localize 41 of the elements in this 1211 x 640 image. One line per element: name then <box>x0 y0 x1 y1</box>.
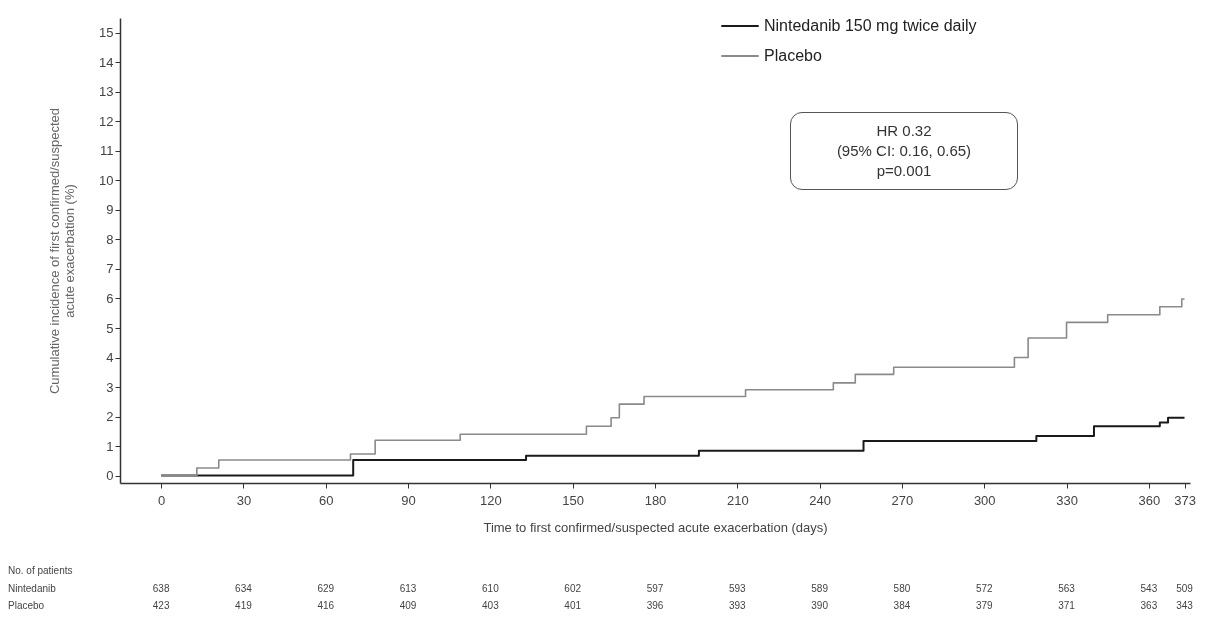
text: Nintedanib 638 634 629 613 610 602 597 593 589 580 572 563 543 509 <box>8 583 1193 594</box>
y-tick-label: 14 <box>99 54 114 70</box>
y-tick-label: 9 <box>106 202 114 218</box>
y-axis-title: Cumulative incidence of first confirmed/suspected acute exacerbation (%) <box>47 107 78 395</box>
x-tick-label: 330 <box>1056 492 1078 508</box>
x-tick-label: 210 <box>726 492 749 508</box>
x-tick-label: 90 <box>401 492 416 508</box>
y-tick-label: 10 <box>99 172 114 188</box>
legend-label: Placebo <box>764 47 822 64</box>
annotation: p=0.001 <box>875 161 933 181</box>
y-tick-label: 4 <box>106 350 114 366</box>
y-tick-label: 2 <box>106 409 114 425</box>
x-tick-label: 150 <box>562 492 585 508</box>
x-tick-label: 0 <box>158 492 166 508</box>
y-tick-label: 6 <box>106 290 114 306</box>
x-tick-label: 120 <box>480 492 502 508</box>
legend-label: Nintedanib 150 mg twice daily <box>764 17 977 34</box>
x-tick-label: 270 <box>891 492 914 508</box>
x-tick-label: 180 <box>644 492 667 508</box>
text-box: HR 0.32 (95% CI: 0.16, 0.65) p=0.001 <box>790 112 1018 190</box>
y-tick-label: 5 <box>106 320 114 336</box>
x-tick-label: 30 <box>236 492 252 508</box>
y-tick-label: 11 <box>100 143 114 159</box>
y-tick-label: 1 <box>106 438 114 454</box>
text: No. of patients <box>8 565 73 576</box>
y-tick-label: 15 <box>99 25 114 41</box>
x-tick-label: 373 <box>1174 492 1196 508</box>
text: Placebo 423 419 416 409 403 401 396 393 390 384 379 371 363 343 <box>8 600 1193 611</box>
x-tick-label: 360 <box>1138 492 1161 508</box>
x-tick-label: 240 <box>809 492 831 508</box>
y-tick-label: 8 <box>106 231 114 247</box>
x-axis-title: Time to first confirmed/suspected acute exacerbation (days) <box>483 519 828 535</box>
y-tick-label: 0 <box>106 468 114 484</box>
annotation: (95% CI: 0.16, 0.65) <box>835 141 973 161</box>
y-tick-label: 3 <box>106 379 114 395</box>
y-tick-label: 12 <box>99 113 114 129</box>
annotation: HR 0.32 <box>875 121 933 141</box>
x-tick-label: 300 <box>973 492 996 508</box>
x-tick-label: 60 <box>319 492 334 508</box>
y-tick-label: 13 <box>99 84 114 100</box>
y-tick-label: 7 <box>106 261 114 277</box>
